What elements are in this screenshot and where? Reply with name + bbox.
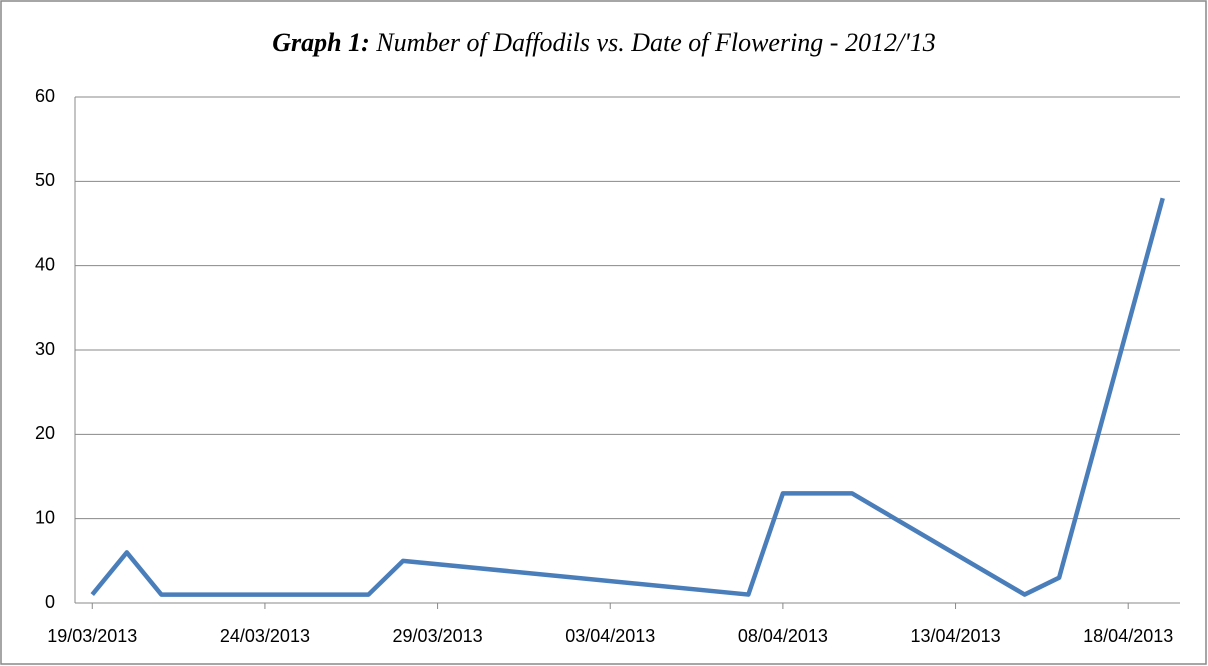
x-tick-label: 13/04/2013 <box>911 626 1001 646</box>
y-tick-label: 40 <box>35 254 55 274</box>
y-tick-label: 60 <box>35 86 55 106</box>
x-tick-label: 18/04/2013 <box>1083 626 1173 646</box>
chart-title: Graph 1: Number of Daffodils vs. Date of… <box>272 28 936 57</box>
x-tick-label: 03/04/2013 <box>565 626 655 646</box>
y-tick-label: 30 <box>35 339 55 359</box>
y-tick-label: 0 <box>45 592 55 612</box>
x-tick-label: 08/04/2013 <box>738 626 828 646</box>
x-tick-label: 19/03/2013 <box>47 626 137 646</box>
x-tick-label: 24/03/2013 <box>220 626 310 646</box>
data-line <box>90 197 1165 597</box>
title-text: Number of Daffodils vs. Date of Flowerin… <box>375 28 935 57</box>
title-prefix: Graph 1: <box>272 28 370 57</box>
y-tick-label: 10 <box>35 507 55 527</box>
x-tick-label: 29/03/2013 <box>393 626 483 646</box>
y-tick-label: 20 <box>35 423 55 443</box>
y-tick-label: 50 <box>35 170 55 190</box>
